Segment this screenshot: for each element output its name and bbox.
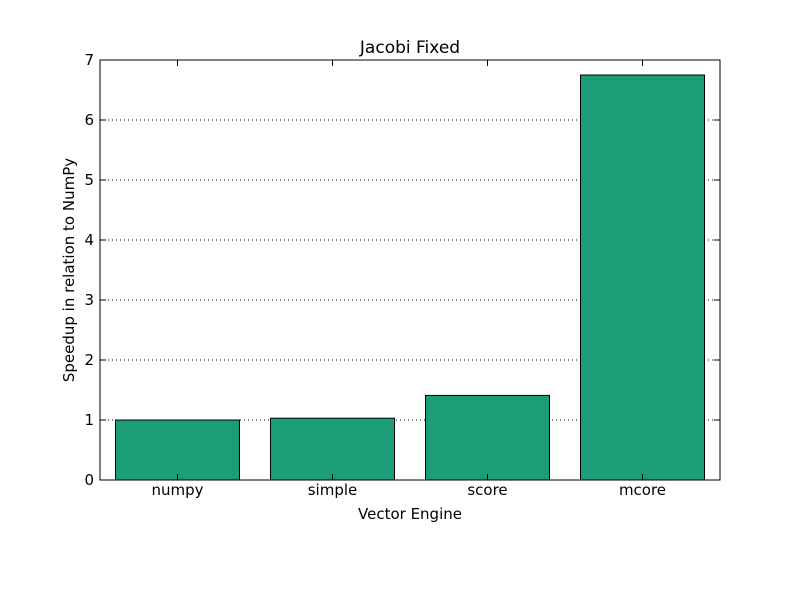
y-axis: 0 1 2 3 4 5 6 7	[84, 51, 720, 489]
x-axis: numpy simple score mcore	[151, 60, 666, 499]
y-tick-label: 4	[84, 231, 94, 249]
bars	[115, 74, 705, 481]
plot-frame	[99, 59, 721, 481]
y-tick-label: 6	[84, 111, 94, 129]
bar-numpy	[115, 419, 240, 481]
y-tick-label: 0	[84, 471, 94, 489]
bar-mcore	[580, 74, 705, 481]
x-tick-label-score: score	[467, 481, 507, 499]
x-tick-label-mcore: mcore	[619, 481, 666, 499]
bar-score	[425, 394, 550, 481]
y-tick-label: 5	[84, 171, 94, 189]
x-tick-label-simple: simple	[308, 481, 358, 499]
y-tick-label: 7	[84, 51, 94, 69]
chart-title: Jacobi Fixed	[359, 38, 460, 58]
y-tick-label: 2	[84, 351, 94, 369]
x-tick-label-numpy: numpy	[151, 481, 203, 499]
y-axis-label: Speedup in relation to NumPy	[60, 158, 78, 382]
x-axis-label: Vector Engine	[358, 505, 462, 523]
y-tick-label: 3	[84, 291, 94, 309]
bar-simple	[270, 417, 395, 481]
y-tick-label: 1	[84, 411, 94, 429]
